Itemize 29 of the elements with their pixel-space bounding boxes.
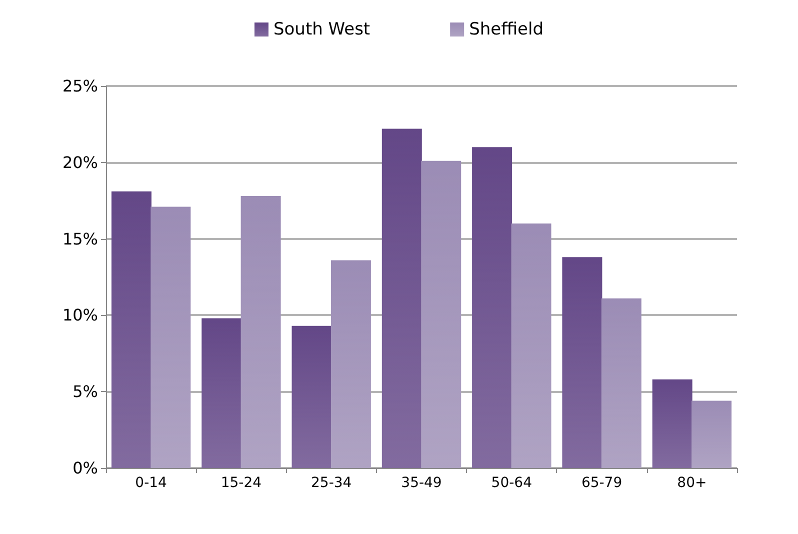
bar [421, 160, 462, 468]
y-tick-label: 10% [62, 306, 98, 325]
y-tick-label: 15% [62, 229, 98, 248]
x-tick-label: 50-64 [491, 475, 532, 491]
bar [150, 206, 191, 468]
bar [472, 147, 512, 468]
x-tick-label: 65-79 [581, 475, 622, 491]
x-tick-label: 80+ [677, 475, 707, 491]
bar [330, 260, 371, 468]
x-tick-label: 35-49 [401, 475, 442, 491]
bar [202, 318, 242, 468]
y-tick-label: 20% [62, 152, 98, 172]
bar [292, 326, 332, 468]
x-tick-label: 25-34 [311, 475, 352, 491]
x-tick-label: 15-24 [220, 475, 262, 491]
y-tick-label: 5% [72, 382, 98, 402]
bar [382, 128, 422, 468]
y-tick-label: 25% [62, 76, 98, 96]
y-tick-label: 0% [72, 458, 98, 478]
bar [692, 400, 732, 468]
bar [111, 191, 152, 468]
legend-label: Sheffield [469, 20, 544, 40]
bar [601, 298, 642, 468]
bar [652, 379, 692, 468]
bar [511, 224, 552, 468]
bar [240, 196, 281, 468]
legend-label: South West [273, 20, 370, 40]
bar [562, 257, 602, 468]
x-tick-label: 0-14 [135, 475, 168, 491]
